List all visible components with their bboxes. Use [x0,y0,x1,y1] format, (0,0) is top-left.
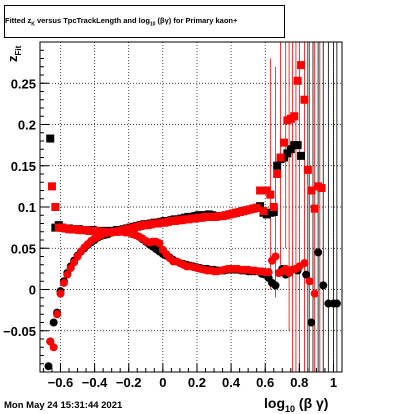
error-bars [269,42,338,372]
data-point-circle [314,248,323,257]
data-point-square [286,145,295,154]
data-point-square [300,95,309,104]
x-tick-label: −0.4 [82,375,108,390]
chart-title: Fitted zK versus TpcTrackLength and log1… [5,16,238,28]
grid-lines [40,42,342,372]
data-point-circle [56,289,65,298]
data-point-square [293,76,302,85]
data-point-square [51,203,60,211]
tick-labels: −0.6 −0.4 −0.2 0 0.2 0.4 0.6 0.8 1 −0.05 0 0.05 0.1 0… [3,76,337,390]
y-tick-label: 0.15 [11,159,36,174]
data-point-circle [155,239,164,248]
x-tick-label: 0.4 [222,375,241,390]
y-tick-label: 0.1 [18,200,36,215]
data-point-square [259,207,268,216]
data-point-circle [307,318,316,327]
data-point-circle [44,362,53,371]
data-point-circle [319,281,328,290]
data-point-circle [332,299,341,308]
x-tick-label: 0.8 [290,375,308,390]
data-point-circle [271,281,280,290]
data-point-square [269,207,278,216]
data-point-square [262,186,271,195]
x-tick-label: 0.6 [256,375,274,390]
data-point-square [279,138,288,147]
data-point-square [303,165,312,174]
y-tick-label: 0 [29,283,36,298]
data-point-square [310,204,319,213]
data-point-square [46,134,55,143]
timestamp-footer: Mon May 24 15:31:44 2021 [4,400,123,411]
x-tick-label: 0 [159,375,166,390]
data-point-square [290,112,299,121]
y-tick-label: 0.05 [11,241,36,256]
data-point-square [47,182,56,191]
x-tick-label: 1 [330,375,337,390]
data-point-circle [46,337,55,346]
data-point-square [252,203,261,212]
data-point-circle [53,310,62,319]
x-axis-label: log10 (β γ) [264,395,328,414]
data-point-circle [66,264,75,273]
x-tick-label: 0.2 [188,375,206,390]
data-point-circle [70,258,79,267]
chart-title-box: Fitted zK versus TpcTrackLength and log1… [4,5,285,38]
data-point-circle [59,278,68,287]
data-point-square [273,161,282,170]
data-point-square [297,151,306,160]
data-point-square [293,141,302,150]
data-point-circle [300,259,309,268]
y-tick-label: −0.05 [3,324,36,339]
data-point-circle [49,318,58,327]
data-point-circle [302,270,311,279]
axis-ticks [40,49,334,373]
data-point-square [269,203,278,211]
data-point-circle [49,343,58,352]
data-points [44,61,341,371]
data-point-square [317,184,326,193]
data-point-square [307,186,316,195]
data-point-square [283,149,292,158]
data-point-circle [63,270,72,279]
data-point-circle [271,252,280,261]
y-axis-label: zFit [5,45,23,62]
data-point-square [297,61,306,70]
data-point-square [266,190,275,199]
data-point-square [276,153,285,162]
y-tick-label: 0.25 [11,76,36,91]
data-point-square [256,186,265,195]
data-point-circle [310,289,319,298]
y-tick-label: 0.2 [18,118,36,133]
x-tick-label: −0.6 [48,375,74,390]
x-tick-label: −0.2 [116,375,142,390]
data-point-square [273,170,282,178]
data-point-circle [305,277,314,286]
data-point-circle [264,268,273,277]
